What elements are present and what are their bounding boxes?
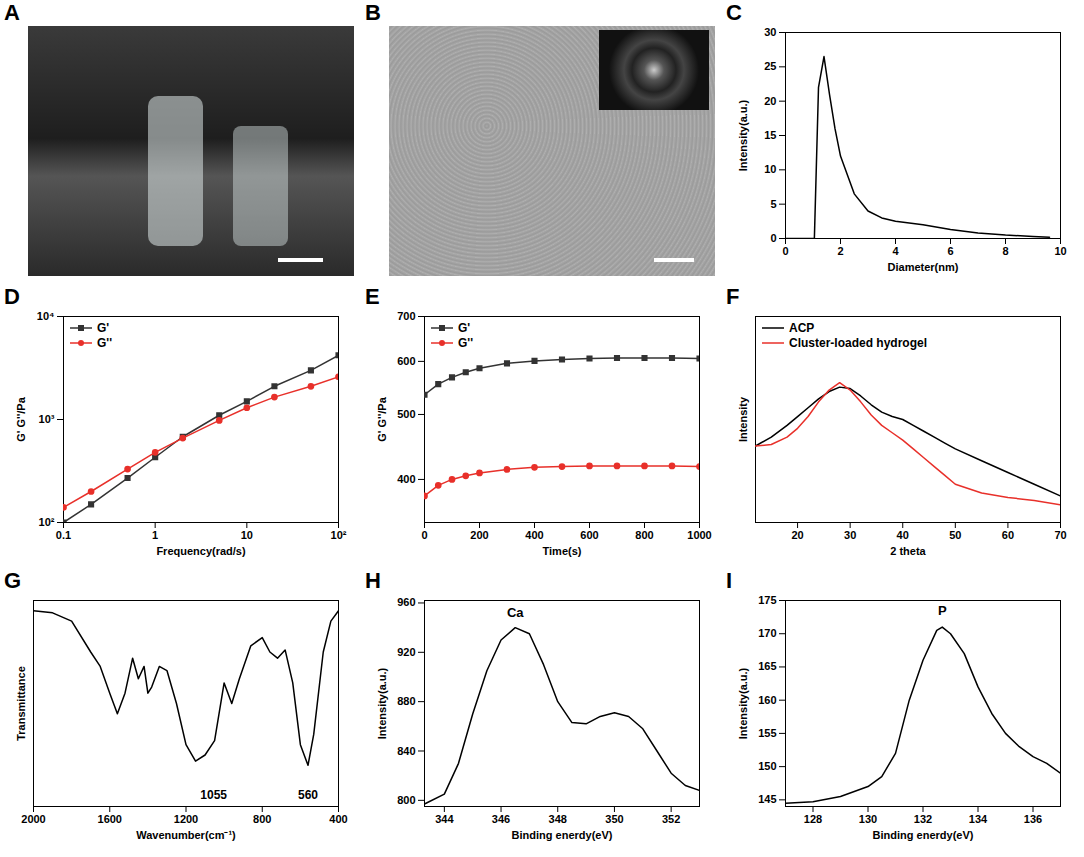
html-text:H: H	[365, 568, 381, 593]
svg-text:8: 8	[1002, 245, 1008, 257]
svg-text:P: P	[938, 603, 947, 618]
svg-text:400: 400	[397, 473, 415, 485]
html-text:G'': G''	[458, 335, 473, 350]
svg-text:130: 130	[859, 813, 877, 825]
svg-text:Intensity(a.u.): Intensity(a.u.)	[737, 99, 749, 171]
svg-text:Ca: Ca	[507, 605, 524, 620]
html-text:G': G'	[97, 320, 110, 335]
svg-text:10²: 10²	[331, 529, 347, 541]
svg-text:352: 352	[662, 813, 680, 825]
svg-text:128: 128	[804, 813, 822, 825]
svg-text:Frequency(rad/s): Frequency(rad/s)	[156, 545, 246, 557]
svg-text:Binding enerdy(eV): Binding enerdy(eV)	[873, 829, 974, 841]
svg-text:25: 25	[764, 60, 776, 72]
svg-text:G' G''/Pa: G' G''/Pa	[376, 396, 388, 441]
svg-text:70: 70	[1054, 529, 1066, 541]
html-text:A: A	[4, 0, 20, 25]
svg-text:0: 0	[770, 232, 776, 244]
svg-text:700: 700	[397, 310, 415, 322]
html-text:D: D	[4, 284, 20, 309]
svg-text:30: 30	[844, 529, 856, 541]
svg-text:0: 0	[782, 245, 788, 257]
svg-text:Intensity(a.u.): Intensity(a.u.)	[376, 667, 388, 739]
svg-text:346: 346	[492, 813, 510, 825]
svg-text:350: 350	[605, 813, 623, 825]
svg-text:Transmittance: Transmittance	[15, 666, 27, 741]
svg-text:1: 1	[152, 529, 158, 541]
svg-text:600: 600	[397, 355, 415, 367]
svg-text:G' G''/Pa: G' G''/Pa	[15, 396, 27, 441]
svg-text:145: 145	[758, 793, 776, 805]
svg-text:10: 10	[764, 163, 776, 175]
svg-text:1600: 1600	[98, 813, 122, 825]
svg-text:160: 160	[758, 694, 776, 706]
svg-text:1000: 1000	[687, 529, 711, 541]
svg-text:50: 50	[949, 529, 961, 541]
svg-text:0.1: 0.1	[56, 529, 71, 541]
svg-text:30: 30	[764, 26, 776, 38]
svg-text:960: 960	[397, 596, 415, 608]
svg-text:200: 200	[470, 529, 488, 541]
svg-text:60: 60	[1002, 529, 1014, 541]
svg-text:2000: 2000	[21, 813, 45, 825]
svg-text:10: 10	[241, 529, 253, 541]
svg-text:800: 800	[635, 529, 653, 541]
html-text:G: G	[4, 568, 22, 593]
svg-text:10⁴: 10⁴	[37, 310, 55, 322]
svg-text:132: 132	[914, 813, 932, 825]
svg-text:1055: 1055	[200, 788, 227, 802]
svg-text:Intensity(a.u.): Intensity(a.u.)	[737, 667, 749, 739]
svg-text:2 theta: 2 theta	[890, 545, 926, 557]
svg-text:600: 600	[580, 529, 598, 541]
html-text:ACP: ACP	[789, 320, 815, 335]
svg-text:15: 15	[764, 129, 776, 141]
svg-text:Intensity: Intensity	[737, 396, 749, 442]
svg-text:150: 150	[758, 760, 776, 772]
html-text:I: I	[726, 568, 733, 593]
html-text:B: B	[365, 0, 381, 25]
svg-text:0: 0	[421, 529, 427, 541]
html-text:G'': G''	[97, 335, 112, 350]
svg-text:136: 136	[1024, 813, 1042, 825]
svg-text:400: 400	[329, 813, 347, 825]
svg-text:800: 800	[397, 794, 415, 806]
svg-text:560: 560	[298, 788, 318, 802]
svg-text:10: 10	[1054, 245, 1066, 257]
svg-text:155: 155	[758, 727, 776, 739]
svg-text:170: 170	[758, 627, 776, 639]
svg-text:344: 344	[435, 813, 454, 825]
html-text:G': G'	[458, 320, 471, 335]
svg-text:40: 40	[897, 529, 909, 541]
html-text:Cluster-loaded hydrogel: Cluster-loaded hydrogel	[789, 335, 927, 350]
svg-text:20: 20	[764, 95, 776, 107]
svg-text:134: 134	[969, 813, 988, 825]
svg-text:4: 4	[892, 245, 899, 257]
svg-text:10²: 10²	[39, 516, 55, 528]
svg-text:920: 920	[397, 646, 415, 658]
svg-text:20: 20	[791, 529, 803, 541]
svg-text:Time(s): Time(s)	[543, 545, 582, 557]
svg-text:Binding enerdy(eV): Binding enerdy(eV)	[512, 829, 613, 841]
svg-text:Diameter(nm): Diameter(nm)	[888, 261, 959, 273]
svg-text:165: 165	[758, 660, 776, 672]
svg-text:500: 500	[397, 408, 415, 420]
svg-text:10³: 10³	[39, 413, 55, 425]
html-text:F: F	[726, 284, 740, 309]
svg-text:5: 5	[770, 198, 776, 210]
svg-text:2: 2	[837, 245, 843, 257]
svg-text:6: 6	[947, 245, 953, 257]
svg-text:800: 800	[253, 813, 271, 825]
svg-text:400: 400	[525, 529, 543, 541]
svg-text:348: 348	[549, 813, 567, 825]
html-text:E: E	[365, 284, 380, 309]
svg-text:880: 880	[397, 695, 415, 707]
svg-text:1200: 1200	[174, 813, 198, 825]
svg-text:175: 175	[758, 594, 776, 606]
svg-text:840: 840	[397, 745, 415, 757]
svg-text:Wavenumber(cm⁻¹): Wavenumber(cm⁻¹)	[136, 829, 236, 841]
html-text:C: C	[726, 0, 742, 25]
